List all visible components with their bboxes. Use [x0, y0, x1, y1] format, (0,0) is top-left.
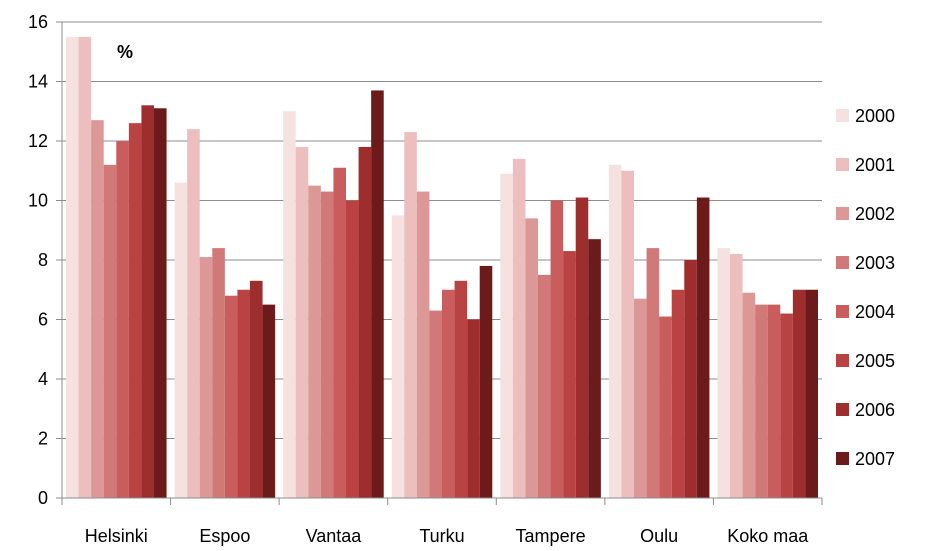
x-tick-label: Vantaa: [306, 526, 363, 546]
legend-swatch: [836, 403, 849, 416]
bar: [538, 274, 551, 498]
bar: [646, 248, 660, 498]
bar: [371, 90, 384, 499]
bars: [66, 36, 818, 499]
legend-swatch: [836, 452, 849, 465]
bar: [767, 304, 781, 498]
bar: [755, 304, 768, 498]
bar: [333, 167, 346, 498]
bar: [308, 185, 321, 498]
bar: [429, 310, 442, 498]
bar: [442, 289, 455, 498]
bar: [550, 200, 564, 498]
x-tick-label: Tampere: [516, 526, 586, 546]
legend-label: 2003: [855, 253, 895, 273]
y-tick-label: 10: [28, 191, 48, 211]
bar: [479, 265, 493, 498]
legend-swatch: [836, 354, 849, 367]
bar: [187, 129, 200, 498]
x-tick-label: Espoo: [199, 526, 250, 546]
legend-label: 2001: [855, 155, 895, 175]
bar: [78, 36, 92, 498]
legend-label: 2006: [855, 400, 895, 420]
bar: [467, 319, 480, 498]
legend-label: 2005: [855, 351, 895, 371]
bar: [634, 298, 647, 498]
legend-label: 2004: [855, 302, 895, 322]
bar: [696, 197, 710, 498]
bar: [454, 280, 468, 498]
bar: [805, 289, 818, 498]
legend-label: 2000: [855, 106, 895, 126]
bar: [224, 295, 238, 498]
bar: [262, 304, 276, 498]
bar: [575, 197, 589, 498]
bar: [608, 164, 622, 499]
bar: [792, 289, 806, 498]
bar: [346, 200, 359, 498]
x-tick-label: Oulu: [640, 526, 678, 546]
bar: [295, 146, 309, 498]
y-tick-label: 2: [38, 429, 48, 449]
bar: [174, 182, 188, 498]
bar: [416, 191, 430, 498]
bar: [358, 146, 372, 498]
bar: [404, 132, 417, 498]
y-tick-label: 4: [38, 369, 48, 389]
bar: [717, 248, 730, 498]
bar: [742, 292, 756, 498]
bar: [525, 218, 538, 498]
axes: 0 2 4 6 8 10 12 14 16 Helsinki Espoo Vantaa Turku Tam…: [28, 12, 823, 546]
bar: [154, 108, 167, 499]
bar: [512, 158, 526, 498]
bar: [283, 111, 296, 498]
legend-swatch: [836, 109, 849, 122]
legend-label: 2007: [855, 449, 895, 469]
bar: [391, 215, 405, 498]
bar: [780, 313, 793, 498]
bar: [128, 123, 142, 499]
x-tick-label: Turku: [419, 526, 464, 546]
legend-swatch: [836, 207, 849, 220]
bar: [659, 316, 672, 498]
bar: [199, 257, 213, 498]
bar: [588, 239, 601, 499]
bar: [103, 164, 117, 499]
y-tick-label: 14: [28, 72, 48, 92]
bar: [684, 260, 697, 498]
y-tick-label: 12: [28, 131, 48, 151]
legend-label: 2002: [855, 204, 895, 224]
bar: [250, 280, 263, 498]
x-tick-label: Helsinki: [85, 526, 148, 546]
bar: [563, 251, 576, 498]
unit-label: %: [117, 42, 133, 62]
bar: [730, 254, 743, 498]
y-tick-label: 0: [38, 488, 48, 508]
bar: [116, 141, 129, 498]
bar: [320, 191, 334, 498]
legend: 2000 2001 2002 2003 2004 2005 2006 2007: [836, 106, 895, 469]
bar: [91, 120, 104, 499]
x-tick-label: Koko maa: [727, 526, 809, 546]
y-tick-label: 8: [38, 250, 48, 270]
bar: [66, 36, 79, 498]
bar: [237, 289, 250, 498]
bar: [212, 248, 225, 498]
legend-swatch: [836, 158, 849, 171]
bar: [500, 173, 513, 498]
y-tick-label: 6: [38, 310, 48, 330]
y-tick-label: 16: [28, 12, 48, 32]
legend-swatch: [836, 256, 849, 269]
legend-swatch: [836, 305, 849, 318]
bar: [671, 289, 685, 498]
bar: [141, 105, 154, 499]
bar: [621, 170, 634, 498]
